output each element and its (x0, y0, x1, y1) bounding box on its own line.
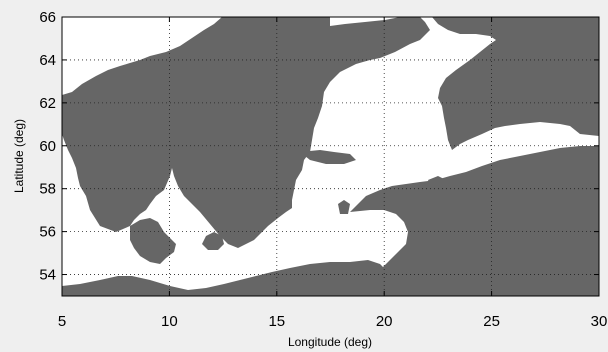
y-tick-label: 60 (39, 138, 56, 155)
x-tick-label: 5 (58, 313, 66, 330)
y-tick-labels: 54 56 58 60 62 64 66 (39, 9, 56, 284)
land-baltics (350, 146, 599, 296)
axis-ticks (61, 16, 600, 296)
x-axis-label: Longitude (deg) (288, 335, 372, 349)
y-tick-label: 62 (39, 95, 56, 112)
map-layer (62, 17, 599, 296)
x-tick-label: 15 (268, 313, 285, 330)
y-tick-label: 66 (39, 9, 56, 26)
land-denmark (130, 218, 176, 264)
x-tick-label: 10 (161, 313, 178, 330)
y-tick-label: 64 (39, 52, 56, 69)
y-tick-label: 56 (39, 224, 56, 241)
y-tick-label: 54 (39, 267, 56, 284)
grid-lines (62, 17, 599, 296)
y-tick-label: 58 (39, 181, 56, 198)
land-island-east (428, 176, 446, 186)
land-areas (62, 17, 599, 296)
land-island-small (202, 232, 224, 250)
land-gotland (338, 200, 350, 214)
land-aland (300, 150, 356, 164)
y-axis-label: Latitude (deg) (12, 119, 26, 193)
x-tick-labels: 5 10 15 20 25 30 (58, 313, 608, 330)
x-tick-label: 30 (591, 313, 608, 330)
land-scandinavia (62, 17, 430, 248)
land-germany-poland (62, 260, 386, 296)
axes-frame (61, 16, 600, 297)
land-finland (432, 17, 599, 150)
x-tick-label: 25 (483, 313, 500, 330)
x-tick-label: 20 (376, 313, 393, 330)
